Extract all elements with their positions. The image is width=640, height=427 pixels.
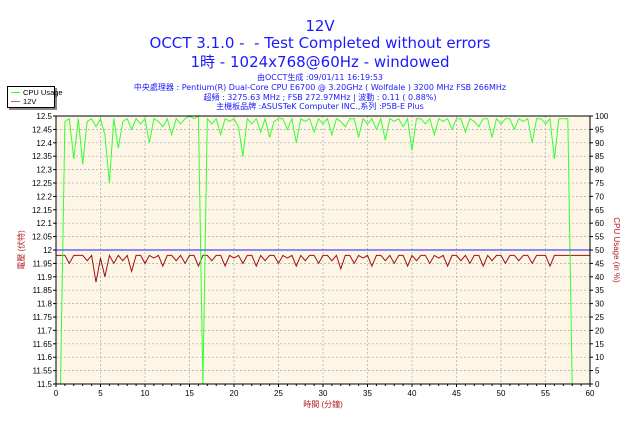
y2-tick-label: 65 — [595, 206, 604, 215]
x-tick-label: 50 — [497, 389, 506, 398]
x-tick-label: 45 — [452, 389, 461, 398]
legend-label-12v: 12V — [23, 97, 37, 106]
y-tick-label: 12.3 — [36, 166, 52, 175]
y2-tick-label: 45 — [595, 259, 604, 268]
legend-swatch-12v — [11, 101, 20, 102]
y2-tick-label: 60 — [595, 219, 604, 228]
y2-tick-label: 20 — [595, 326, 604, 335]
y-tick-label: 11.65 — [33, 340, 53, 349]
chart-subtitle-2: 1時 - 1024x768@60Hz - windowed — [190, 53, 450, 71]
y2-tick-label: 15 — [595, 340, 604, 349]
x-tick-label: 60 — [586, 389, 595, 398]
y2-tick-label: 0 — [595, 380, 600, 389]
y-tick-label: 12.25 — [32, 179, 53, 188]
y2-axis-label: CPU Usage (in %) — [612, 217, 621, 283]
y-tick-label: 12.4 — [36, 139, 52, 148]
overclock-info: 超頻 : 3275.63 MHz ; FSB 272.97MHz | 波動 : … — [203, 93, 437, 102]
chart-subtitle: OCCT 3.1.0 - - Test Completed without er… — [149, 34, 491, 52]
y2-tick-label: 35 — [595, 286, 604, 295]
y-tick-label: 11.85 — [33, 286, 53, 295]
y2-tick-label: 100 — [595, 112, 609, 121]
y2-tick-label: 50 — [595, 246, 604, 255]
legend-swatch-cpu — [11, 92, 20, 93]
y-tick-label: 11.6 — [37, 353, 53, 362]
y-tick-label: 12.45 — [32, 125, 53, 134]
x-tick-label: 25 — [274, 389, 283, 398]
y-tick-label: 12.5 — [36, 112, 52, 121]
y-tick-label: 11.8 — [37, 300, 53, 309]
y-tick-label: 11.7 — [37, 326, 53, 335]
y2-tick-label: 40 — [595, 273, 604, 282]
y-tick-label: 12.2 — [36, 192, 52, 201]
y2-tick-label: 55 — [595, 233, 604, 242]
chart-title: 12V — [305, 17, 335, 35]
motherboard-info: 主機板品牌 :ASUSTeK Computer INC.,系列 :P5B-E P… — [216, 102, 424, 111]
y2-tick-label: 5 — [595, 367, 600, 376]
x-tick-label: 55 — [541, 389, 550, 398]
y-tick-label: 11.55 — [33, 367, 53, 376]
y-tick-label: 11.9 — [37, 273, 53, 282]
x-tick-label: 15 — [185, 389, 194, 398]
y-tick-label: 12.05 — [32, 233, 53, 242]
y-axis-label: 電壓 (伏特) — [16, 230, 26, 270]
y2-tick-label: 25 — [595, 313, 604, 322]
legend-item-cpu: CPU Usage — [11, 88, 63, 97]
y2-tick-label: 75 — [595, 179, 604, 188]
y-tick-label: 11.5 — [37, 380, 53, 389]
series-cpu-usage-line — [56, 115, 590, 385]
y2-tick-label: 80 — [595, 166, 604, 175]
x-tick-label: 5 — [98, 389, 103, 398]
y2-tick-label: 30 — [595, 300, 604, 309]
x-tick-label: 10 — [141, 389, 150, 398]
x-tick-label: 30 — [319, 389, 328, 398]
generated-info: 由OCCT生成 :09/01/11 16:19:53 — [257, 73, 383, 82]
y2-tick-label: 70 — [595, 192, 604, 201]
series-12v-line — [56, 253, 590, 283]
y-tick-label: 12.35 — [32, 152, 53, 161]
y-tick-label: 12.15 — [32, 206, 53, 215]
cpu-info: 中央處理器 : Pentium(R) Dual-Core CPU E6700 @… — [133, 83, 507, 92]
y2-tick-label: 95 — [595, 125, 604, 134]
x-tick-label: 40 — [408, 389, 417, 398]
x-tick-label: 0 — [54, 389, 59, 398]
y-tick-label: 12.1 — [36, 219, 52, 228]
y-tick-label: 11.75 — [33, 313, 53, 322]
legend: CPU Usage 12V — [7, 86, 63, 108]
y2-tick-label: 10 — [595, 353, 604, 362]
x-tick-label: 35 — [363, 389, 372, 398]
x-tick-label: 20 — [230, 389, 239, 398]
y2-tick-label: 90 — [595, 139, 604, 148]
legend-label-cpu: CPU Usage — [23, 88, 63, 97]
plot-border — [55, 115, 591, 385]
y-tick-label: 12 — [43, 246, 52, 255]
y-tick-label: 11.95 — [33, 259, 53, 268]
legend-item-12v: 12V — [11, 97, 36, 106]
y2-tick-label: 85 — [595, 152, 604, 161]
x-axis-label: 時間 (分鐘) — [303, 399, 343, 409]
